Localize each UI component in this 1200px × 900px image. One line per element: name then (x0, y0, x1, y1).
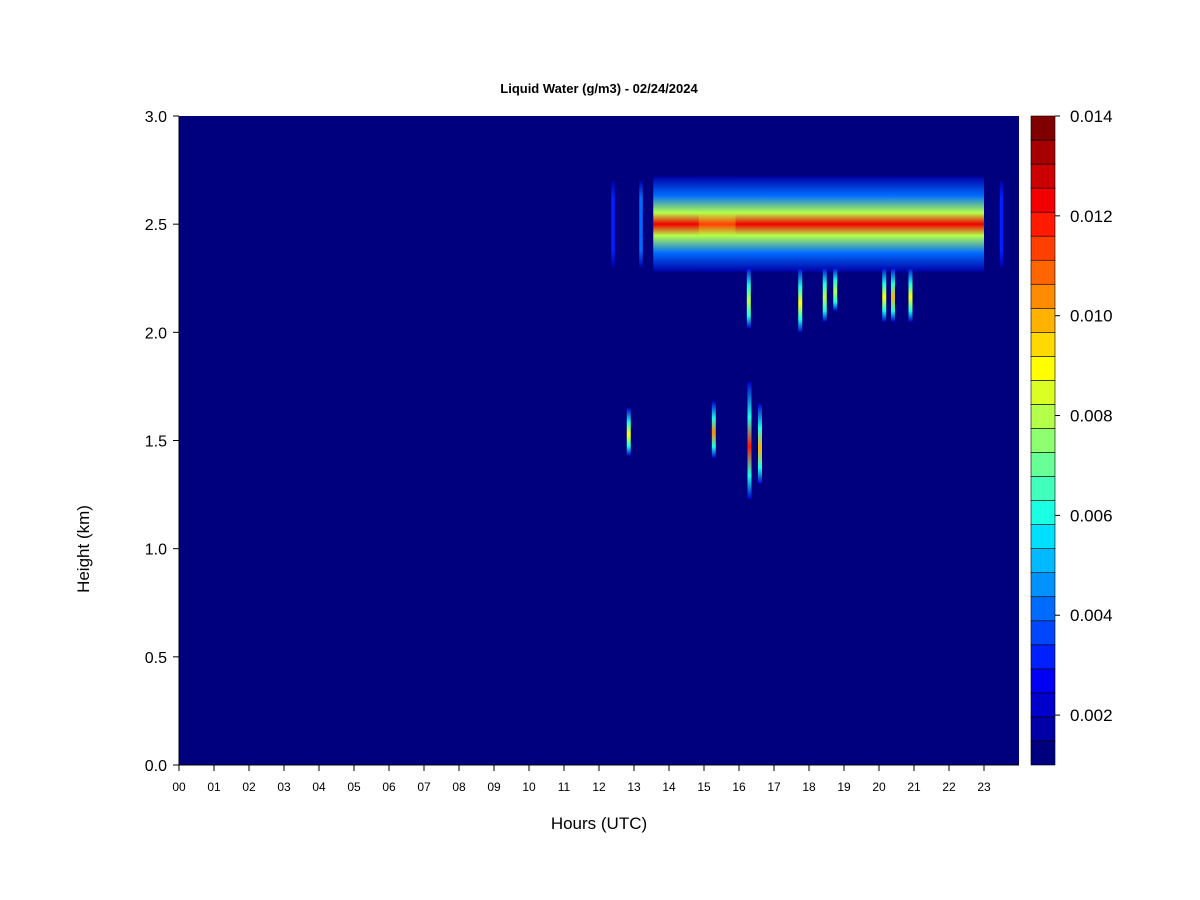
colorbar-swatch (1030, 332, 1056, 357)
colorbar-swatch (1030, 187, 1056, 213)
x-tick-label: 11 (558, 780, 571, 794)
colorbar-swatch (1030, 500, 1056, 525)
plot-area (179, 116, 1019, 765)
colorbar-swatch (1030, 356, 1056, 381)
colorbar-tick-label: 0.008 (1070, 407, 1113, 426)
colorbar-swatch (1030, 163, 1056, 189)
drip-7 (908, 267, 913, 322)
colorbar-swatch (1030, 115, 1056, 141)
cloud-layer-group (611, 176, 1004, 272)
cloud-fragment-d (999, 180, 1004, 268)
drip-6 (891, 267, 895, 322)
colorbar-swatch (1030, 740, 1056, 766)
drip-5 (882, 267, 887, 322)
colorbar-swatch (1030, 668, 1056, 694)
y-tick-label: 1.0 (145, 542, 167, 559)
x-tick-label: 12 (592, 780, 606, 794)
drip-3 (822, 267, 827, 322)
colorbar-swatch (1030, 644, 1056, 670)
drip-1 (746, 267, 751, 329)
colorbar-tick-label: 0.004 (1070, 606, 1113, 625)
y-tick-label: 2.5 (145, 217, 167, 234)
x-tick-label: 00 (172, 780, 186, 794)
colorbar-tick-label: 0.010 (1070, 307, 1113, 326)
colorbar-swatch (1030, 620, 1056, 646)
colorbar-swatch (1030, 476, 1056, 501)
colorbar-tick-label: 0.012 (1070, 207, 1113, 226)
colorbar-swatch (1030, 548, 1056, 574)
x-tick-label: 21 (907, 780, 921, 794)
colorbar-swatch (1030, 572, 1056, 598)
x-tick-label: 23 (977, 780, 991, 794)
colorbar-swatch (1030, 211, 1056, 237)
colorbar-swatch (1030, 596, 1056, 622)
colorbar-swatch (1030, 428, 1056, 453)
cloud-fragment-c (698, 176, 736, 272)
y-tick-label: 0.5 (145, 650, 167, 667)
cloud-fragment-b (639, 180, 643, 268)
x-tick-label: 22 (942, 780, 956, 794)
x-tick-label: 13 (627, 780, 641, 794)
x-tick-label: 05 (347, 780, 361, 794)
colorbar-swatch (1030, 380, 1056, 405)
x-tick-label: 03 (277, 780, 291, 794)
x-axis: 00 01 02 03 04 05 06 07 08 09 10 11 12 13 14 15 16 17 18 19… (172, 764, 1019, 794)
x-tick-label: 16 (732, 780, 746, 794)
y-axis-label: Height (km) (74, 505, 93, 593)
colorbar-ticks: 0.002 0.004 0.006 0.008 0.010 0.012 0.014 (1055, 107, 1113, 725)
colorbar-swatch (1030, 259, 1056, 285)
x-tick-label: 18 (802, 780, 816, 794)
colorbar-swatch (1030, 524, 1056, 549)
x-tick-label: 09 (487, 780, 501, 794)
colorbar-swatch (1030, 404, 1056, 429)
colorbar-swatch (1030, 716, 1056, 742)
x-tick-label: 15 (697, 780, 711, 794)
colorbar-tick-label: 0.006 (1070, 506, 1113, 525)
x-tick-label: 02 (242, 780, 256, 794)
cloud-fragment-a (611, 180, 615, 268)
colorbar-tick-label: 0.014 (1070, 107, 1113, 126)
y-tick-label: 3.0 (145, 109, 167, 126)
low-streak-3 (747, 382, 752, 499)
y-tick-label: 0.0 (145, 758, 167, 775)
x-tick-label: 19 (837, 780, 851, 794)
colorbar-swatch (1030, 452, 1056, 477)
x-tick-label: 07 (417, 780, 431, 794)
x-tick-label: 10 (522, 780, 536, 794)
colorbar-swatch (1030, 307, 1056, 333)
low-streak-2 (711, 401, 716, 458)
colorbar-swatch (1030, 692, 1056, 718)
colorbar-swatch (1030, 283, 1056, 309)
x-tick-label: 20 (872, 780, 886, 794)
colorbar-swatch (1030, 139, 1056, 165)
drip-4 (833, 267, 838, 311)
chart-title: Liquid Water (g/m3) - 02/24/2024 (500, 81, 698, 96)
cloud-streak-group (626, 267, 913, 499)
x-tick-label: 17 (767, 780, 781, 794)
x-tick-label: 04 (312, 780, 326, 794)
drip-2 (798, 267, 803, 333)
colorbar (1030, 115, 1056, 766)
x-tick-label: 06 (382, 780, 396, 794)
x-tick-label: 01 (207, 780, 221, 794)
x-axis-label: Hours (UTC) (551, 814, 647, 833)
x-tick-label: 08 (452, 780, 466, 794)
y-tick-label: 2.0 (145, 325, 167, 342)
colorbar-tick-label: 0.002 (1070, 706, 1113, 725)
colorbar-swatch (1030, 235, 1056, 261)
y-axis: 0.0 0.5 1.0 1.5 2.0 2.5 3.0 (145, 109, 180, 775)
x-tick-label: 14 (662, 780, 676, 794)
low-streak-4 (758, 403, 762, 484)
low-streak-1 (626, 408, 631, 456)
y-tick-label: 1.5 (145, 434, 167, 451)
